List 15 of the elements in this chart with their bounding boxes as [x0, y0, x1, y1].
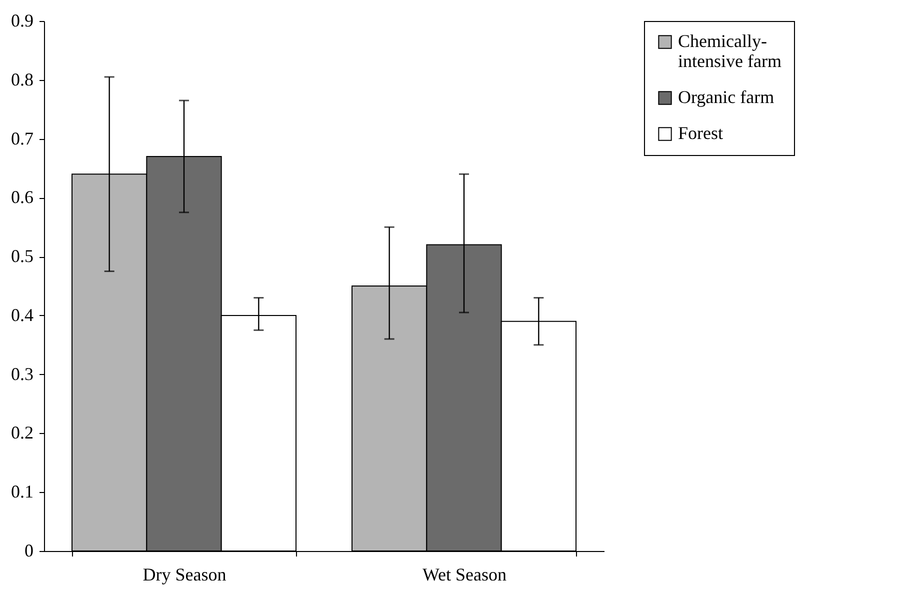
- y-tick-label: 0: [24, 540, 34, 560]
- y-tick-label: 0.1: [11, 482, 34, 502]
- y-tick-label: 0.6: [11, 187, 34, 208]
- y-tick-label: 0.3: [11, 364, 34, 384]
- y-tick-label: 0.2: [11, 422, 34, 443]
- y-tick-label: 0.9: [11, 10, 34, 30]
- y-tick-label: 0.7: [11, 128, 34, 148]
- y-tick-label: 0.4: [11, 304, 34, 325]
- x-tick-label: Wet Season: [422, 564, 507, 584]
- x-tick-label: Dry Season: [142, 564, 226, 584]
- y-tick-label: 0.8: [11, 69, 34, 90]
- legend-label: Forest: [678, 123, 723, 143]
- legend-label: Chemically-intensive farm: [678, 31, 782, 71]
- legend-label: Organic farm: [678, 87, 774, 107]
- y-tick-label: 0.5: [11, 246, 34, 266]
